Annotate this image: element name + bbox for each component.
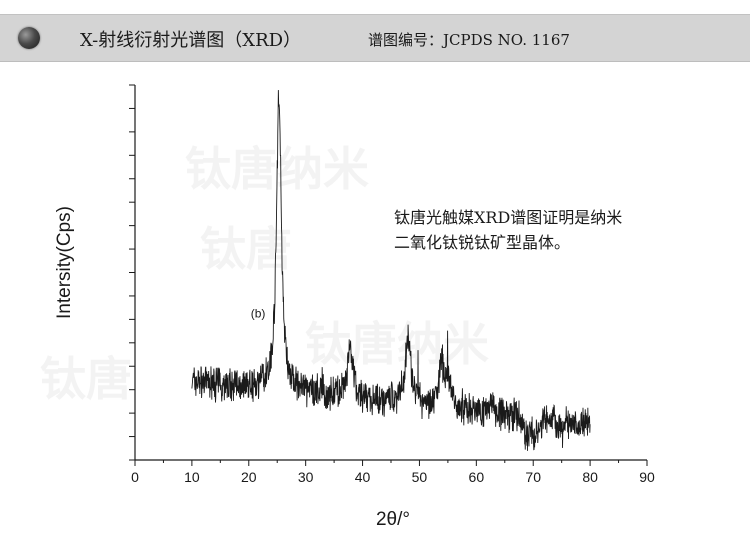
chart-ticks: 0 10 20 30 40 50 60 70 80 90 bbox=[129, 84, 655, 485]
annotation-line-1: 钛唐光触媒XRD谱图证明是纳米 bbox=[394, 208, 623, 227]
annotation-text: 钛唐光触媒XRD谱图证明是纳米 二氧化钛锐钛矿型晶体。 bbox=[394, 205, 694, 255]
x-tick-label-60: 60 bbox=[469, 469, 485, 485]
reference-number: 谱图编号：JCPDS NO. 1167 bbox=[368, 31, 570, 49]
x-tick-label-50: 50 bbox=[412, 469, 428, 485]
watermark-layer: 钛唐纳米 钛唐 钛唐纳米 钛唐 bbox=[40, 142, 489, 406]
page-title: X-射线衍射光谱图（XRD） bbox=[80, 30, 302, 51]
title-bar: X-射线衍射光谱图（XRD） 谱图编号：JCPDS NO. 1167 bbox=[0, 14, 750, 62]
watermark-text-2: 钛唐 bbox=[200, 222, 292, 276]
x-tick-label-40: 40 bbox=[355, 469, 371, 485]
bullet-icon bbox=[18, 27, 40, 49]
x-tick-label-30: 30 bbox=[298, 469, 314, 485]
xrd-trace-line bbox=[191, 90, 591, 451]
watermark-text-4: 钛唐 bbox=[40, 352, 132, 406]
x-tick-label-90: 90 bbox=[639, 469, 655, 485]
y-axis-label: Intersity(Cps) bbox=[54, 206, 75, 319]
x-tick-label-20: 20 bbox=[241, 469, 257, 485]
x-tick-label-70: 70 bbox=[525, 469, 541, 485]
x-tick-label-80: 80 bbox=[582, 469, 598, 485]
x-axis-label: 2θ/° bbox=[376, 509, 410, 530]
watermark-text-3: 钛唐纳米 bbox=[305, 317, 489, 371]
x-tick-label-0: 0 bbox=[131, 469, 139, 485]
annotation-line-2: 二氧化钛锐钛矿型晶体。 bbox=[394, 233, 571, 252]
series-label: (b) bbox=[251, 307, 266, 321]
x-tick-label-10: 10 bbox=[184, 469, 200, 485]
